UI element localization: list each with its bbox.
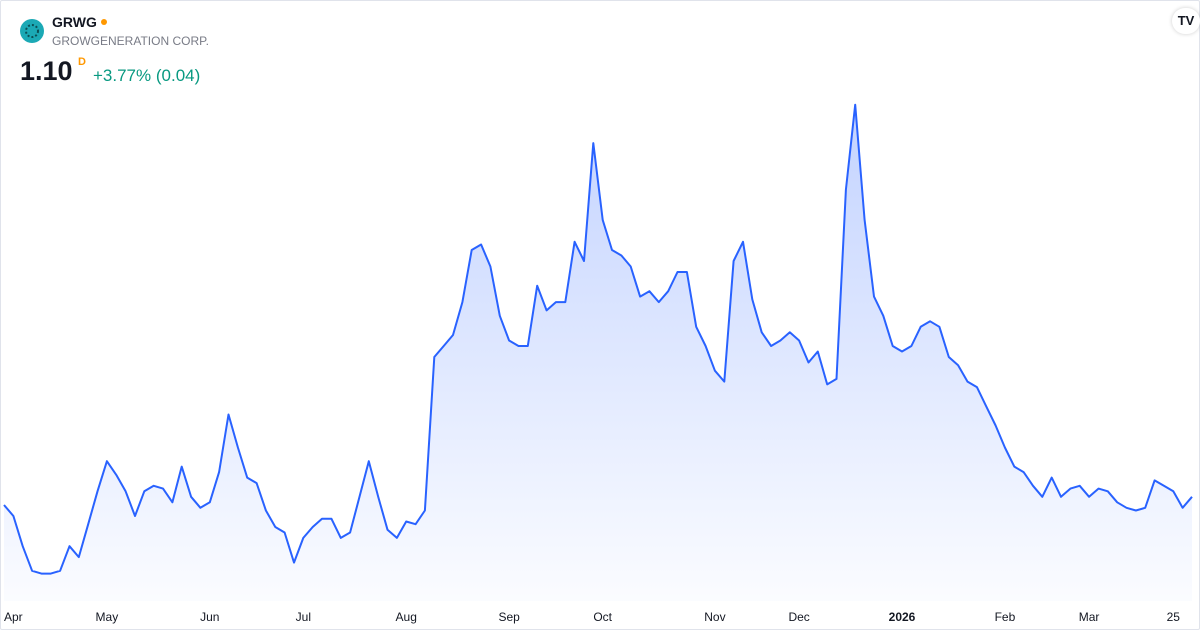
x-tick-label: Mar (1079, 610, 1100, 624)
x-tick-label: Feb (995, 610, 1016, 624)
x-tick-label: Apr (4, 610, 23, 624)
symbol-text[interactable]: GRWG (52, 14, 97, 30)
interval: D (78, 56, 86, 68)
x-tick-label: Jul (296, 610, 311, 624)
x-tick-label: Dec (788, 610, 809, 624)
tradingview-logo[interactable]: TV (1172, 8, 1200, 34)
x-tick-label: May (96, 610, 119, 624)
x-tick-label: Aug (396, 610, 417, 624)
x-tick-label: 25 (1167, 610, 1181, 624)
x-tick-label: Nov (704, 610, 725, 624)
price: 1.10 (20, 56, 73, 86)
change: +3.77% (0.04) (93, 66, 201, 85)
x-tick-label: 2026 (889, 610, 916, 624)
x-tick-label: Sep (498, 610, 520, 624)
x-tick-label: Oct (593, 610, 612, 624)
symbol[interactable]: GRWG (52, 14, 107, 30)
symbol-logo (20, 19, 44, 43)
x-tick-label: Jun (200, 610, 219, 624)
status-dot (100, 19, 107, 25)
company: GROWGENERATION CORP. (52, 34, 209, 48)
price-line (3, 103, 1193, 575)
area-fill (4, 104, 1192, 601)
